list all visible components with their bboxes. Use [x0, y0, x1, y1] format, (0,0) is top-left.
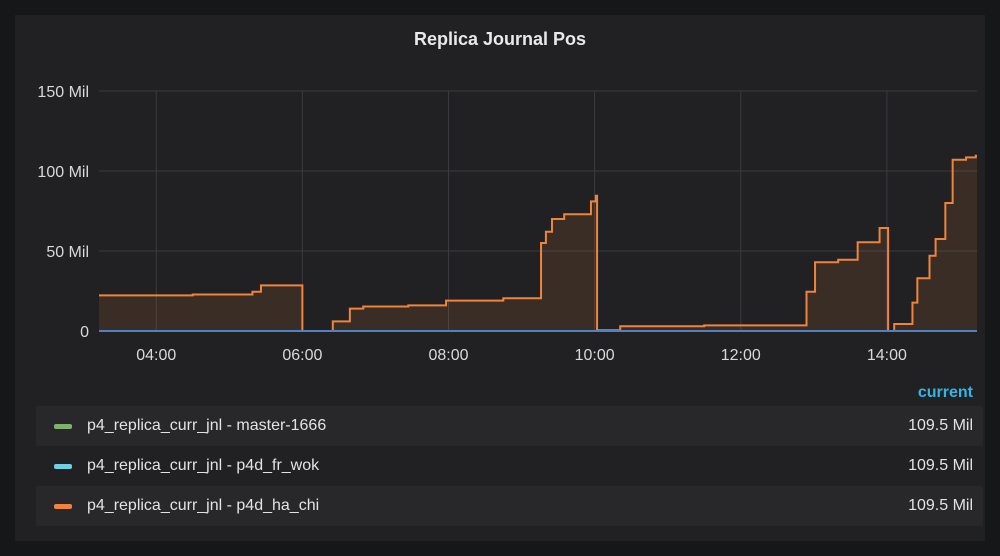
panel-title[interactable]: Replica Journal Pos — [413, 29, 587, 49]
x-tick-label: 08:00 — [428, 347, 468, 364]
x-tick-label: 10:00 — [575, 347, 615, 364]
chart-plot[interactable]: 0 50 Mil 100 Mil 150 Mil 04:00 06:00 08:00 10:0… — [15, 15, 985, 375]
legend-series-name[interactable]: p4_replica_curr_jnl - master-1666 — [87, 417, 327, 434]
y-tick-label: 50 Mil — [46, 244, 89, 261]
legend-series-name[interactable]: p4_replica_curr_jnl - p4d_fr_wok — [87, 457, 320, 474]
y-tick-label: 100 Mil — [37, 164, 89, 181]
series-area-2 — [99, 155, 977, 331]
x-tick-label: 04:00 — [136, 347, 176, 364]
legend-item[interactable]: p4_replica_curr_jnl - p4d_fr_wok 109.5 Mi… — [36, 446, 983, 486]
graph-panel: Replica Journal Pos 0 50 Mil 100 Mil 150 Mi… — [15, 15, 985, 541]
legend-current-value: 109.5 Mil — [908, 457, 973, 474]
y-tick-label: 0 — [80, 324, 89, 341]
x-tick-label: 14:00 — [867, 347, 907, 364]
y-tick-label: 150 Mil — [37, 84, 89, 101]
legend-item[interactable]: p4_replica_curr_jnl - p4d_ha_chi 109.5 Mi… — [36, 486, 983, 526]
x-tick-label: 12:00 — [721, 347, 761, 364]
legend-item[interactable]: p4_replica_curr_jnl - master-1666 109.5 M… — [36, 406, 983, 446]
legend-current-value: 109.5 Mil — [908, 497, 973, 514]
legend-current-header[interactable]: current — [917, 384, 973, 401]
legend-series-name[interactable]: p4_replica_curr_jnl - p4d_ha_chi — [87, 497, 320, 514]
series-color-swatch[interactable] — [54, 423, 72, 429]
x-tick-label: 06:00 — [282, 347, 322, 364]
series-color-swatch[interactable] — [54, 463, 72, 469]
legend-current-value: 109.5 Mil — [908, 417, 973, 434]
series-color-swatch[interactable] — [54, 503, 72, 509]
